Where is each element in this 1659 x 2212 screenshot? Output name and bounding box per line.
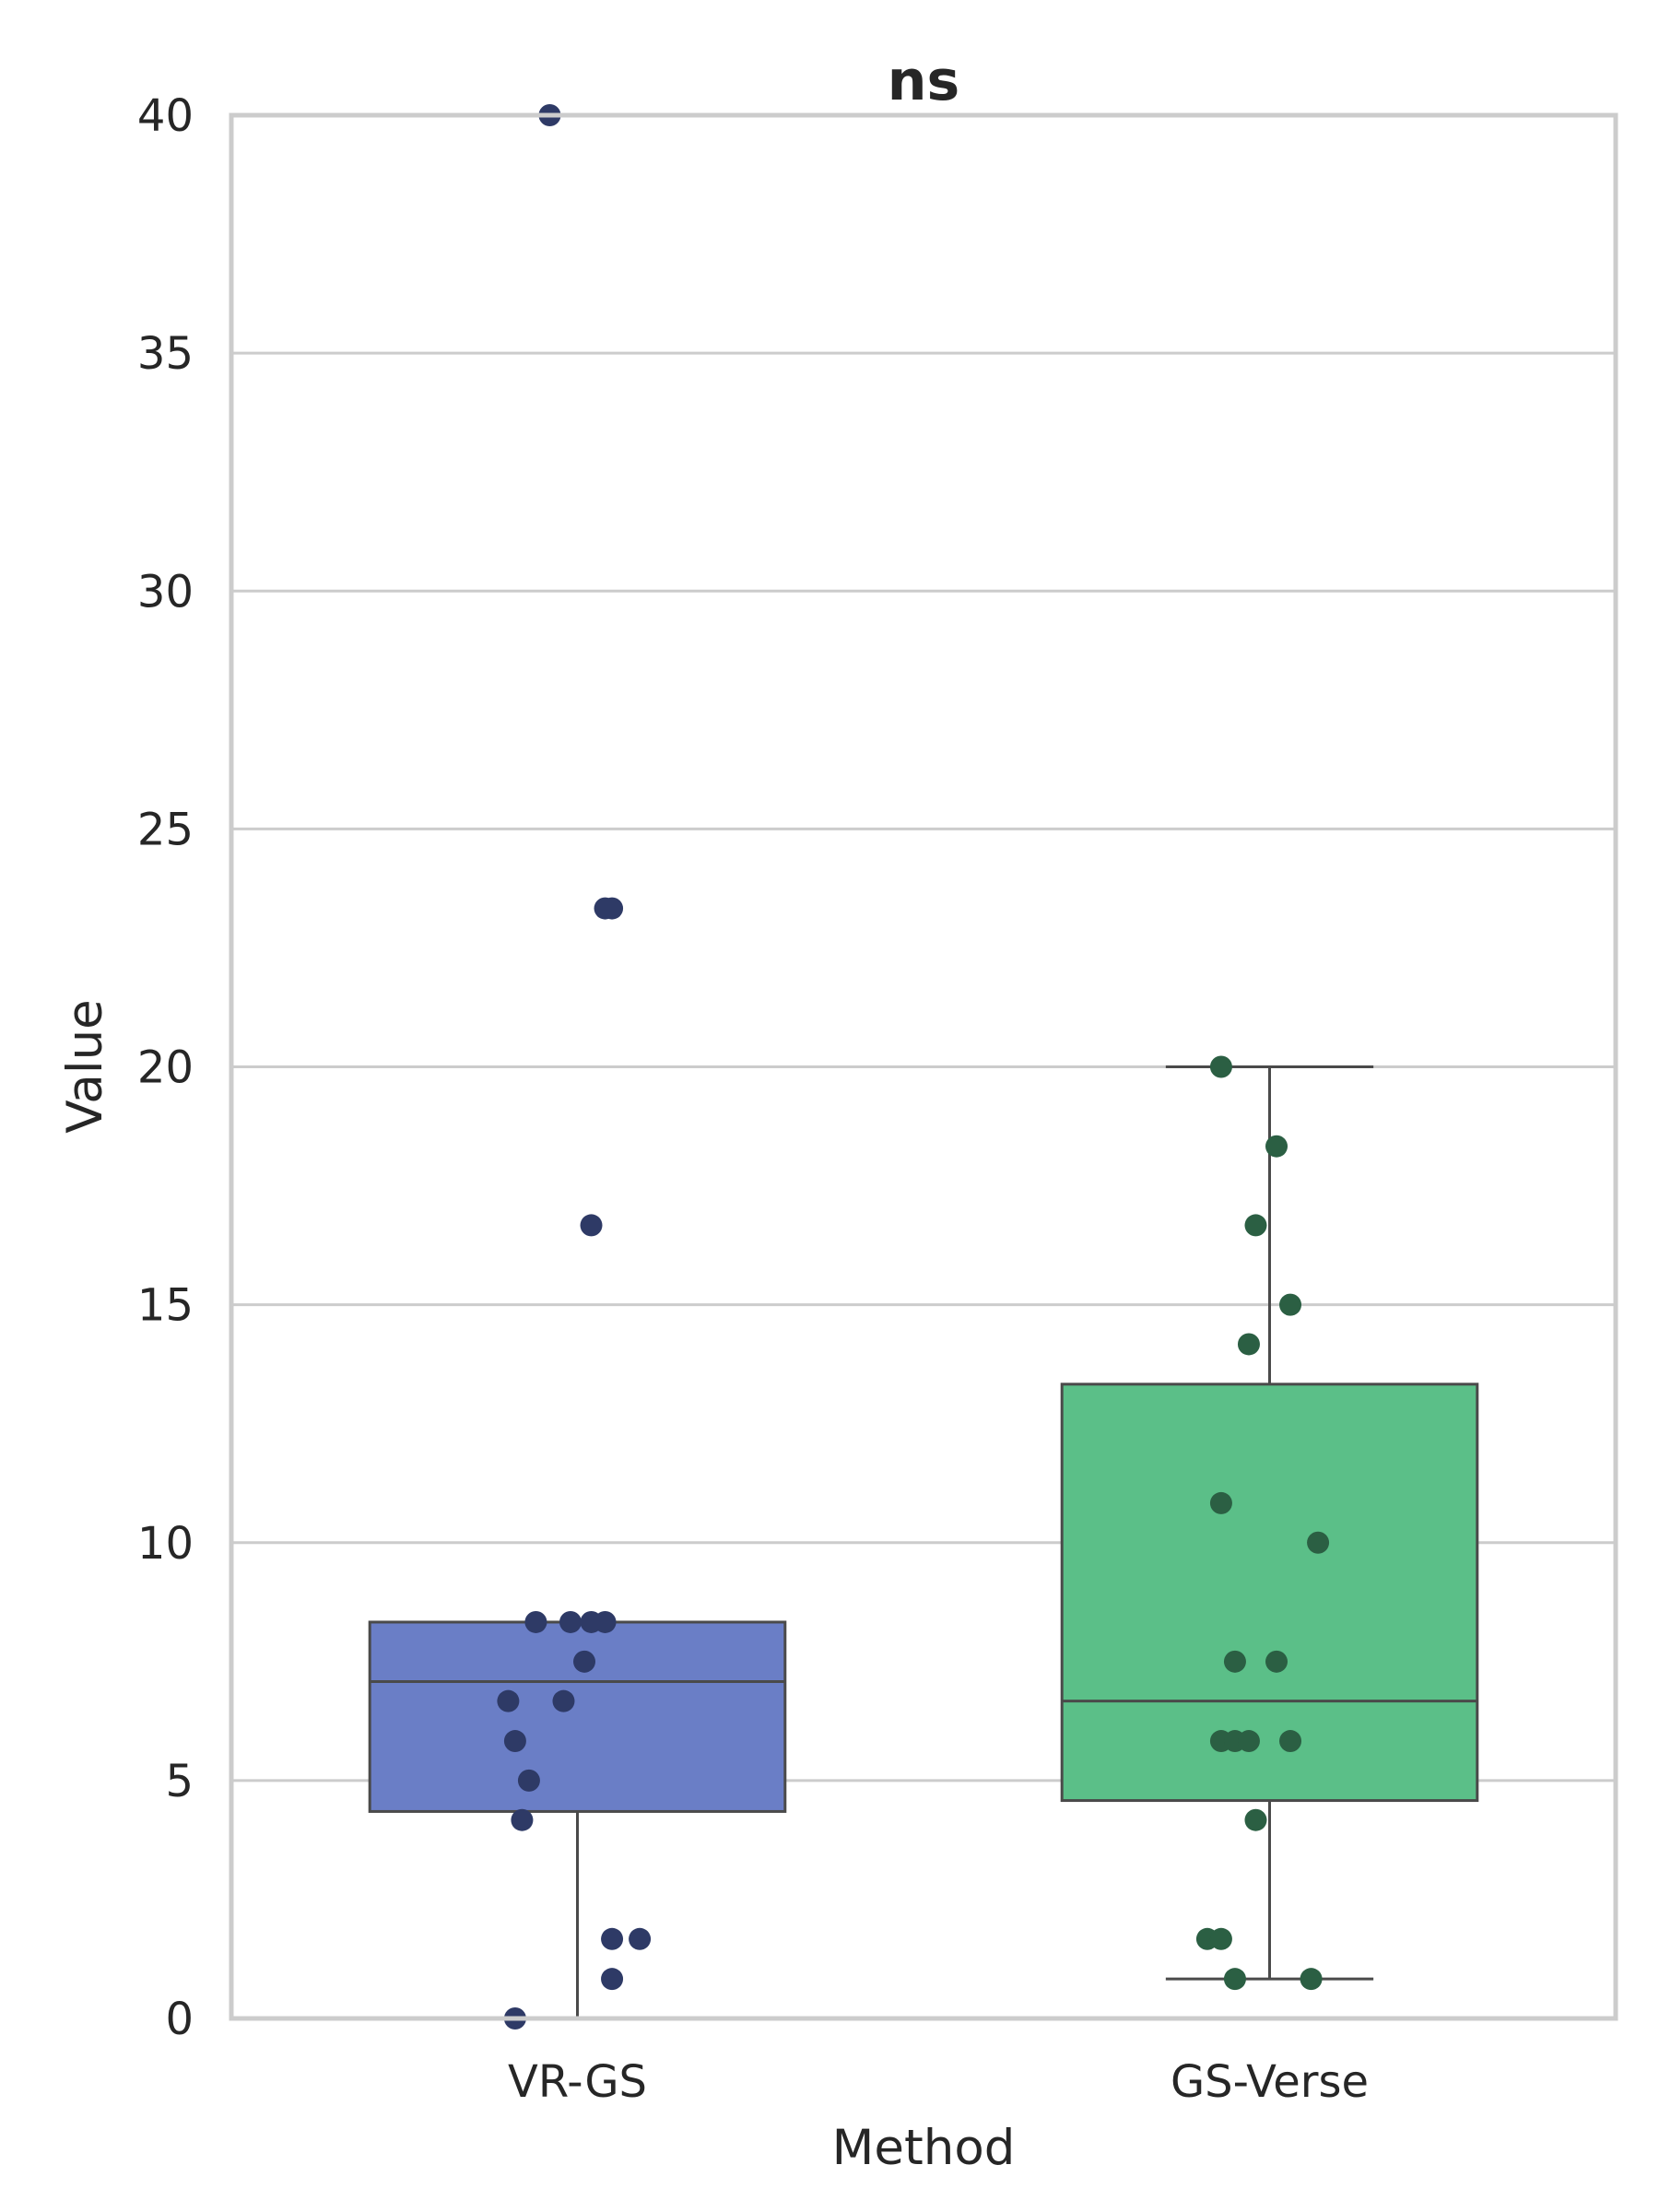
data-point-1-11 (1237, 1730, 1260, 1753)
y-tick-label-0: 0 (165, 1994, 194, 2045)
box-body-1 (1060, 1382, 1479, 1803)
y-tick-label-2: 10 (137, 1518, 194, 1570)
data-point-0-14 (601, 1927, 624, 1950)
data-point-1-7 (1223, 1650, 1246, 1673)
data-point-0-9 (497, 1689, 520, 1712)
box-body-0 (368, 1620, 787, 1813)
x-tick-labels: VR-GS GS-Verse (508, 2056, 1369, 2108)
data-point-1-16 (1223, 1968, 1246, 1991)
data-point-1-2 (1244, 1214, 1267, 1237)
y-tick-label-7: 35 (137, 328, 194, 380)
box-1 (1060, 1065, 1479, 1981)
data-point-1-17 (1300, 1968, 1323, 1991)
data-point-0-10 (552, 1689, 575, 1712)
x-axis-title: Method (832, 2120, 1016, 2176)
plot-frame (229, 112, 1618, 2021)
data-point-1-12 (1279, 1730, 1302, 1753)
x-tick-label-1: GS-Verse (1171, 2056, 1369, 2108)
y-tick-label-8: 40 (137, 90, 194, 142)
data-point-0-7 (594, 1610, 617, 1633)
data-point-1-4 (1237, 1333, 1260, 1356)
data-point-0-2 (601, 897, 624, 920)
data-point-0-4 (524, 1610, 547, 1633)
data-point-1-5 (1209, 1491, 1232, 1514)
y-tick-labels: 0 5 10 15 20 25 30 35 40 (137, 90, 194, 2045)
data-point-1-6 (1307, 1531, 1330, 1554)
boxes-layer (368, 1065, 1479, 2020)
y-tick-label-3: 15 (137, 1280, 194, 1332)
data-point-1-15 (1209, 1927, 1232, 1950)
data-point-1-0 (1209, 1055, 1232, 1078)
data-point-0-5 (559, 1610, 582, 1633)
y-tick-label-5: 25 (137, 804, 194, 855)
points-layer (497, 104, 1330, 2030)
data-point-1-13 (1244, 1808, 1267, 1831)
data-point-0-12 (517, 1769, 540, 1792)
y-tick-label-1: 5 (165, 1756, 194, 1807)
data-point-0-3 (580, 1214, 603, 1237)
data-point-1-1 (1265, 1135, 1288, 1158)
data-point-0-16 (601, 1968, 624, 1991)
y-tick-label-6: 30 (137, 566, 194, 618)
chart-title: ns (888, 49, 959, 113)
data-point-0-11 (503, 1730, 526, 1753)
data-point-1-3 (1279, 1293, 1302, 1316)
data-point-0-8 (573, 1650, 596, 1673)
data-point-0-15 (629, 1927, 652, 1950)
y-axis-title: Value (57, 999, 113, 1134)
y-tick-label-4: 20 (137, 1042, 194, 1094)
x-tick-label-0: VR-GS (508, 2056, 647, 2108)
data-point-1-8 (1265, 1650, 1288, 1673)
data-point-0-13 (511, 1808, 534, 1831)
